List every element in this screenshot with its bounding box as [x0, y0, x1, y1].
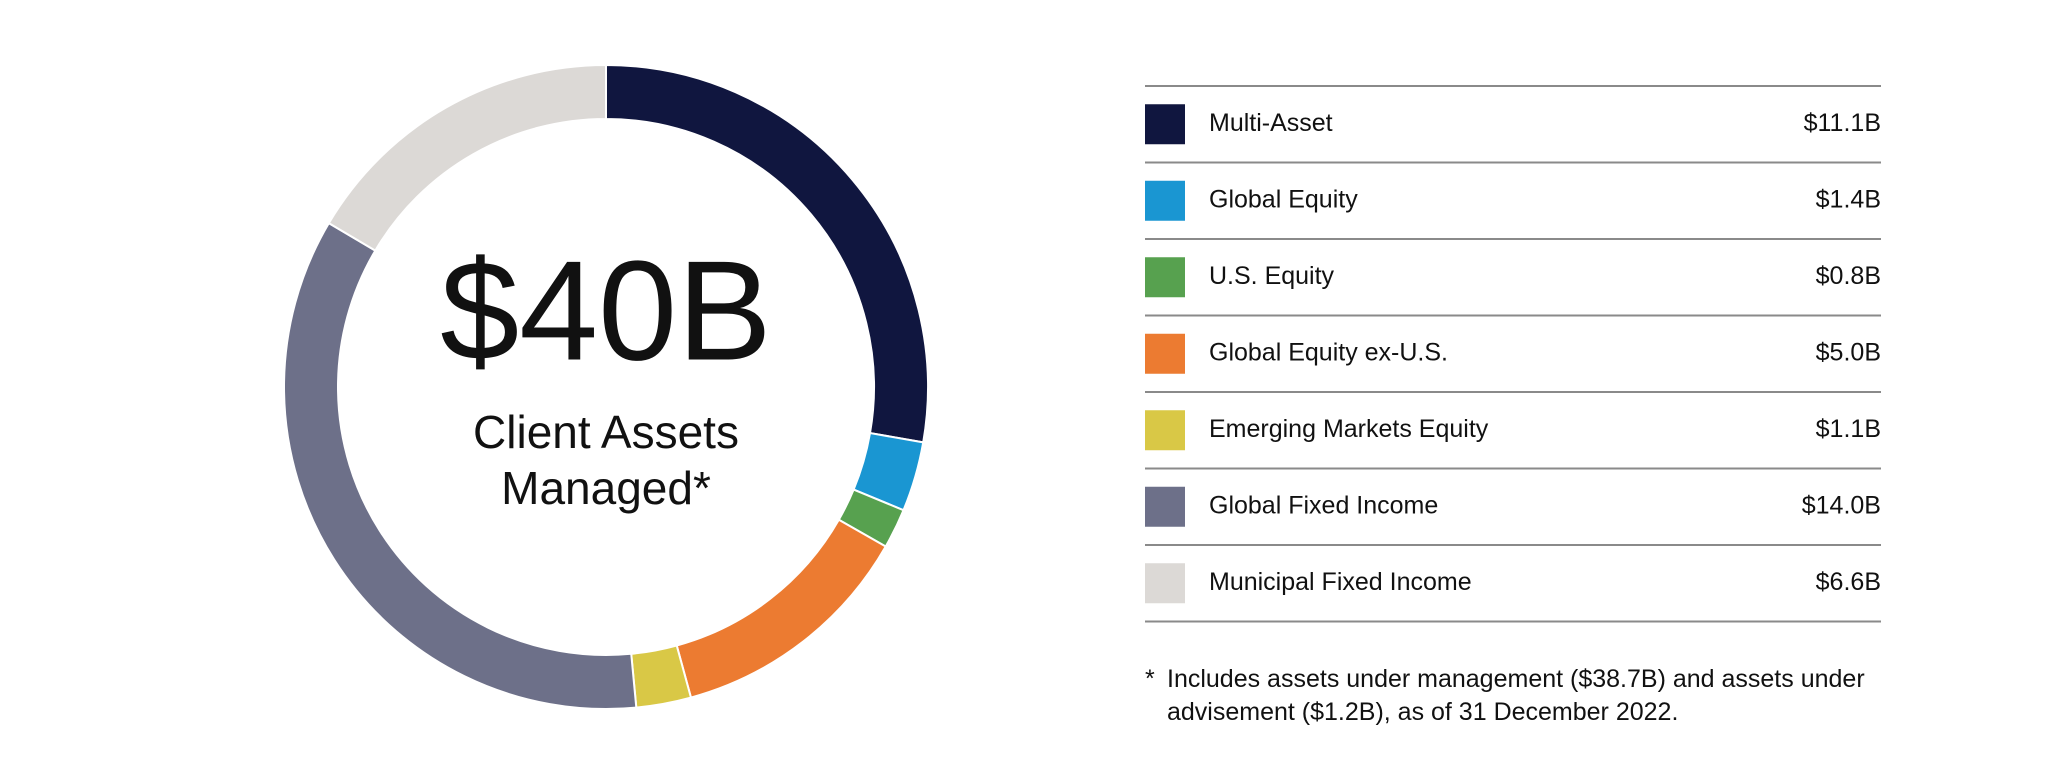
legend-swatch — [1145, 333, 1185, 374]
footnote-marker: * — [1145, 665, 1155, 693]
legend-label: Global Equity ex-U.S. — [1209, 338, 1448, 366]
legend-label: Municipal Fixed Income — [1209, 568, 1472, 596]
legend-swatch — [1145, 104, 1185, 145]
legend-value: $1.4B — [1816, 185, 1881, 213]
legend-value: $1.1B — [1816, 415, 1881, 443]
legend-value: $5.0B — [1816, 338, 1881, 366]
legend-label: Global Equity — [1209, 185, 1358, 213]
center-caption: Client Assets — [473, 406, 739, 458]
legend-label: Emerging Markets Equity — [1209, 415, 1489, 443]
center-label: $40B — [440, 232, 772, 391]
footnote-text: Includes assets under management ($38.7B… — [1167, 665, 1865, 726]
legend-value: $0.8B — [1816, 262, 1881, 290]
legend-label: Global Fixed Income — [1209, 491, 1438, 519]
donut-segment — [327, 63, 607, 252]
footnote: * Includes assets under management ($38.… — [1145, 663, 1905, 729]
legend-label: U.S. Equity — [1209, 262, 1335, 290]
legend-swatch — [1145, 486, 1185, 527]
legend-value: $11.1B — [1804, 109, 1881, 137]
legend-swatch — [1145, 180, 1185, 221]
center-caption: Managed* — [501, 462, 711, 514]
donut-segment — [675, 518, 888, 699]
legend-value: $6.6B — [1816, 568, 1881, 596]
legend-swatch — [1145, 410, 1185, 451]
legend-swatch — [1145, 257, 1185, 298]
legend-swatch — [1145, 563, 1185, 604]
legend-value: $14.0B — [1802, 491, 1881, 519]
legend-label: Multi-Asset — [1209, 109, 1333, 137]
